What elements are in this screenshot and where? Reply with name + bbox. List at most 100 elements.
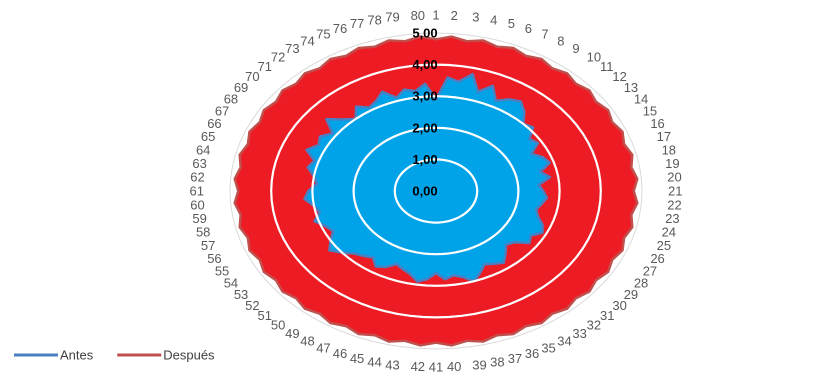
outer-grid-ring xyxy=(229,32,643,350)
category-label: 71 xyxy=(257,59,271,74)
category-label: 14 xyxy=(634,92,648,107)
category-label: 10 xyxy=(587,50,601,65)
category-label: 66 xyxy=(207,116,221,131)
category-label: 11 xyxy=(600,59,614,74)
category-label: 72 xyxy=(271,50,285,65)
category-label: 12 xyxy=(612,69,626,84)
category-label: 13 xyxy=(624,80,638,95)
category-label: 59 xyxy=(192,211,206,226)
category-label: 68 xyxy=(224,92,238,107)
category-label: 18 xyxy=(662,142,676,157)
category-label: 62 xyxy=(190,170,204,185)
category-label: 27 xyxy=(643,263,657,278)
category-label: 48 xyxy=(300,334,314,349)
category-label: 8 xyxy=(557,33,564,48)
category-label: 31 xyxy=(600,308,614,323)
category-label: 80 xyxy=(411,8,425,23)
category-label: 52 xyxy=(245,298,259,313)
category-label: 26 xyxy=(650,251,664,266)
category-label: 79 xyxy=(385,10,399,25)
radial-tick-label: 0,00 xyxy=(412,184,437,199)
category-label: 38 xyxy=(490,355,504,370)
category-label: 23 xyxy=(665,211,679,226)
radial-tick-label: 1,00 xyxy=(412,152,437,167)
category-label: 69 xyxy=(234,80,248,95)
category-label: 22 xyxy=(667,197,681,212)
grid-ring xyxy=(311,95,561,287)
category-label: 46 xyxy=(333,346,347,361)
legend-label-antes: Antes xyxy=(60,348,94,363)
series-group xyxy=(233,35,639,347)
radial-grid xyxy=(229,32,643,350)
category-label: 65 xyxy=(201,129,215,144)
category-label: 50 xyxy=(271,317,285,332)
category-label: 47 xyxy=(316,340,330,355)
category-labels: 1 2 3 4 5 6 7 891011121314151617181920212223242… xyxy=(190,8,683,372)
category-label: 28 xyxy=(634,275,648,290)
category-label: 5 xyxy=(508,16,515,31)
category-label: 24 xyxy=(662,225,676,240)
category-label: 54 xyxy=(224,275,238,290)
category-label: 4 xyxy=(490,12,497,27)
category-label: 32 xyxy=(587,317,601,332)
radial-tick-label: 3,00 xyxy=(412,89,437,104)
category-label: 78 xyxy=(367,12,381,27)
radial-tick-label: 2,00 xyxy=(412,120,437,135)
category-label: 21 xyxy=(668,184,682,199)
category-label: 17 xyxy=(657,129,671,144)
category-label: 37 xyxy=(508,351,522,366)
category-label: 29 xyxy=(624,287,638,302)
category-label: 70 xyxy=(245,69,259,84)
ring-lines xyxy=(270,63,602,319)
category-label: 76 xyxy=(333,21,347,36)
category-label: 30 xyxy=(612,298,626,313)
category-label: 2 xyxy=(451,8,458,23)
category-label: 33 xyxy=(572,326,586,341)
category-label: 3 xyxy=(472,10,479,25)
category-label: 51 xyxy=(257,308,271,323)
category-label: 6 xyxy=(525,21,532,36)
category-label: 73 xyxy=(285,41,299,56)
category-label: 44 xyxy=(367,355,381,370)
category-label: 60 xyxy=(190,197,204,212)
category-label: 55 xyxy=(215,263,229,278)
category-label: 39 xyxy=(472,357,486,372)
category-label: 7 xyxy=(541,27,548,42)
category-label: 9 xyxy=(572,41,579,56)
category-label: 57 xyxy=(201,238,215,253)
category-label: 56 xyxy=(207,251,221,266)
radial-tick-labels: 0,00 1,00 2,00 3,00 4,00 5,00 xyxy=(412,26,437,199)
legend-label-despues: Después xyxy=(163,348,215,363)
category-label: 19 xyxy=(665,156,679,171)
category-label: 1 xyxy=(432,8,439,23)
category-label: 35 xyxy=(541,340,555,355)
category-label: 75 xyxy=(316,27,330,42)
category-label: 63 xyxy=(192,156,206,171)
category-label: 58 xyxy=(196,225,210,240)
category-label: 49 xyxy=(285,326,299,341)
category-label: 15 xyxy=(643,104,657,119)
grid-ring xyxy=(393,158,479,224)
category-label: 61 xyxy=(190,184,204,199)
series-area-antes xyxy=(303,72,552,283)
category-label: 43 xyxy=(385,357,399,372)
category-label: 42 xyxy=(411,359,425,372)
radial-tick-label: 5,00 xyxy=(412,26,437,41)
category-label: 77 xyxy=(350,16,364,31)
category-label: 74 xyxy=(300,33,314,48)
category-label: 41 xyxy=(429,360,443,372)
category-label: 67 xyxy=(215,104,229,119)
grid-ring xyxy=(352,126,520,256)
grid-ring xyxy=(270,63,602,319)
category-label: 64 xyxy=(196,142,210,157)
category-label: 20 xyxy=(667,170,681,185)
category-label: 53 xyxy=(234,287,248,302)
category-label: 16 xyxy=(650,116,664,131)
category-label: 40 xyxy=(447,359,461,372)
legend: Antes Después xyxy=(14,348,215,363)
category-label: 36 xyxy=(525,346,539,361)
category-label: 25 xyxy=(657,238,671,253)
category-label: 34 xyxy=(557,334,571,349)
category-label: 45 xyxy=(350,351,364,366)
